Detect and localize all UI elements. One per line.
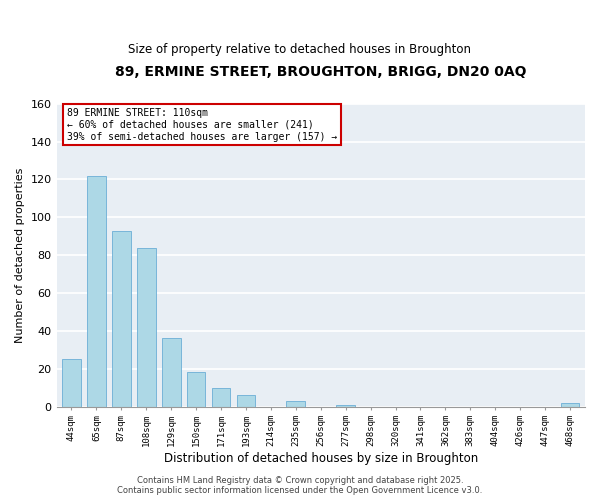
Text: 89 ERMINE STREET: 110sqm
← 60% of detached houses are smaller (241)
39% of semi-: 89 ERMINE STREET: 110sqm ← 60% of detach… xyxy=(67,108,337,142)
Bar xyxy=(560,403,580,406)
Bar xyxy=(236,395,256,406)
Text: Contains HM Land Registry data © Crown copyright and database right 2025.
Contai: Contains HM Land Registry data © Crown c… xyxy=(118,476,482,495)
Bar xyxy=(87,176,106,406)
Title: 89, ERMINE STREET, BROUGHTON, BRIGG, DN20 0AQ: 89, ERMINE STREET, BROUGHTON, BRIGG, DN2… xyxy=(115,65,527,79)
Text: Size of property relative to detached houses in Broughton: Size of property relative to detached ho… xyxy=(128,42,472,56)
Bar xyxy=(187,372,205,406)
Bar xyxy=(337,404,355,406)
Bar xyxy=(137,248,155,406)
X-axis label: Distribution of detached houses by size in Broughton: Distribution of detached houses by size … xyxy=(164,452,478,465)
Bar xyxy=(212,388,230,406)
Bar xyxy=(286,401,305,406)
Bar xyxy=(162,338,181,406)
Bar xyxy=(112,230,131,406)
Y-axis label: Number of detached properties: Number of detached properties xyxy=(15,168,25,343)
Bar xyxy=(62,359,81,406)
